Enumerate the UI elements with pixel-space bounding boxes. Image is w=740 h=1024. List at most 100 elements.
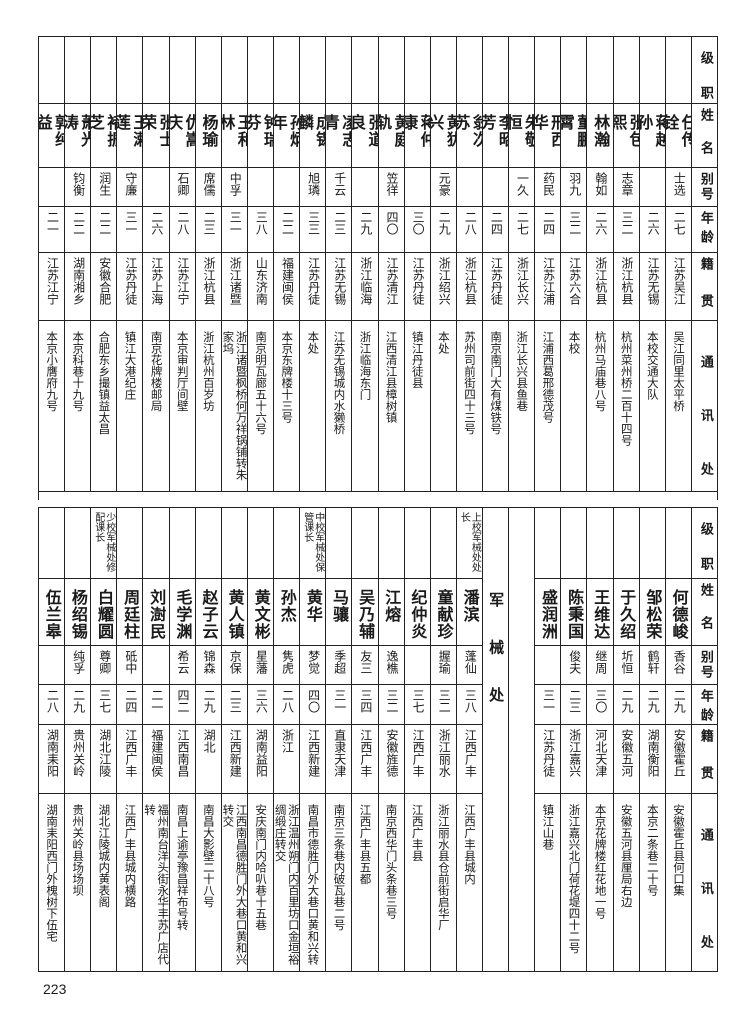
person-origin-cell: 浙江杭县 — [456, 253, 482, 320]
person-age-cell: 二一 — [143, 685, 169, 724]
person-rank-cell — [535, 37, 561, 103]
person-rank-cell — [378, 37, 404, 103]
person-age-cell: 三七 — [404, 685, 430, 724]
person-age-cell: 二三 — [326, 207, 352, 252]
person-age-cell: 二九 — [665, 685, 691, 724]
person-address-cell: 本京花牌楼红花地一号 — [587, 794, 613, 971]
person-age: 二六 — [149, 211, 164, 235]
person-origin: 江西广丰 — [358, 729, 373, 777]
person-address-cell: 浙江长兴县鱼巷 — [509, 321, 535, 491]
section-label: 军械处 — [487, 592, 506, 702]
person-address-cell: 江西广丰县城内 — [456, 794, 482, 971]
person-alias: 钧衡 — [71, 172, 86, 196]
person-age-cell: 二九 — [430, 207, 456, 252]
person-origin: 湖南耒阳 — [45, 729, 60, 777]
person-alias-cell — [247, 168, 274, 206]
person-address: 贵州关岭县场场坝 — [71, 804, 86, 896]
person-address-cell: 本校 — [561, 321, 587, 491]
person-alias-cell — [352, 168, 378, 206]
person-address: 浙江丽水县仓前街启华厂 — [436, 804, 451, 931]
person-origin-cell: 浙江长兴 — [509, 253, 535, 320]
person-rank-cell — [352, 508, 378, 578]
person-origin-cell: 江苏丹徒 — [300, 253, 326, 320]
header-address-cell: 通讯处 — [691, 321, 717, 491]
person-address-cell: 江西广丰县五都 — [352, 794, 378, 971]
person-alias-cell: 俊夫 — [561, 646, 587, 684]
person-name: 毛学渊 — [173, 589, 193, 640]
person-origin-cell: 安徽霍丘 — [665, 725, 691, 793]
person-origin: 江苏丹徒 — [123, 257, 138, 305]
person-origin: 浙江杭县 — [593, 257, 608, 305]
person-origin: 江苏上海 — [149, 257, 164, 305]
person-origin-cell: 江苏六合 — [561, 253, 587, 320]
person-age-cell: 三二 — [561, 207, 587, 252]
person-name-cell: 蒋越孙 — [639, 104, 665, 167]
person-address-cell: 苏州司前街四十三号 — [456, 321, 482, 491]
person-address-cell: 浙江丽水县仓前街启华厂 — [430, 794, 456, 971]
person-origin-cell: 安徽五河 — [613, 725, 639, 793]
person-age-cell: 二九 — [639, 685, 665, 724]
person-rank-cell — [300, 37, 326, 103]
person-address-cell: 本京二条巷二十号 — [639, 794, 665, 971]
person-age: 三六 — [254, 689, 269, 713]
person-age-cell: 二六 — [587, 207, 613, 252]
person-alias-cell: 志章 — [613, 168, 639, 206]
person-origin-cell: 湖南衡阳 — [639, 725, 665, 793]
person-age: 二一 — [149, 689, 164, 713]
person-name: 李昭芳 — [482, 114, 509, 148]
person-age: 二二 — [280, 211, 295, 235]
person-alias: 蓬仙 — [463, 650, 478, 674]
person-origin-cell: 湖南耒阳 — [39, 725, 65, 793]
header-address: 通讯处 — [697, 828, 713, 948]
person-name: 黄华 — [303, 589, 323, 623]
person-name-cell: 周廷柱 — [117, 579, 143, 645]
header-rank-cell: 级职 — [691, 37, 717, 103]
person-address: 福州南台洋头街永华丰苏广店代转 — [143, 804, 169, 965]
person-age: 二一 — [45, 211, 60, 235]
person-origin: 安徽霍丘 — [672, 729, 687, 777]
person-address: 本京花牌楼红花地一号 — [593, 804, 608, 919]
person-address-cell: 镇江大港纪庄 — [117, 321, 143, 491]
person-name-cell: 黄犹兴 — [430, 104, 456, 167]
person-rank-cell — [430, 508, 456, 578]
person-origin: 江苏清江 — [384, 257, 399, 305]
person-rank-cell — [247, 508, 274, 578]
person-address-cell: 合肥东乡撮镇益太昌 — [91, 321, 117, 491]
person-name: 成锡麟 — [300, 114, 326, 148]
person-age: 三二 — [620, 211, 634, 235]
person-name-cell: 凌志青 — [326, 104, 352, 167]
person-address: 浙江温州朔门内百里坊口金垣裕绸缎庄转交 — [274, 804, 300, 965]
person-alias-cell: 千云 — [326, 168, 352, 206]
person-origin: 安徽旌德 — [384, 729, 399, 777]
person-rank-cell — [65, 508, 91, 578]
person-origin: 浙江 — [280, 729, 295, 753]
person-name: 仇嵩庆 — [169, 114, 195, 148]
person-name: 盛润洲 — [538, 589, 558, 640]
person-alias-cell: 士选 — [665, 168, 691, 206]
person-address: 安徽霍丘县何口集 — [671, 804, 686, 896]
person-address-cell: 南昌市德胜门外大巷口黄和兴转 — [300, 794, 326, 971]
person-alias-cell: 元豪 — [430, 168, 456, 206]
person-alias-cell: 砥中 — [117, 646, 143, 684]
person-alias-cell: 季超 — [326, 646, 352, 684]
person-origin-cell: 浙江 — [274, 725, 300, 793]
person-name-cell: 董鹏霄 — [561, 104, 587, 167]
person-origin-cell: 江西南昌 — [169, 725, 195, 793]
person-address: 本校交通大队 — [645, 331, 660, 400]
person-rank-cell — [274, 37, 300, 103]
person-origin: 江苏江宁 — [176, 257, 191, 305]
person-rank-cell — [665, 37, 691, 103]
person-alias-cell: 蓬仙 — [456, 646, 482, 684]
person-name-cell: 褚振芝 — [91, 104, 117, 167]
person-age: 二四 — [489, 211, 504, 235]
person-name-cell: 纪仲炎 — [404, 579, 430, 645]
person-address-cell: 安庆南门内哈叭巷十五巷 — [247, 794, 274, 971]
person-age-cell: 四〇 — [300, 685, 326, 724]
person-rank-cell — [326, 37, 352, 103]
person-address-cell: 本京小膺府九号 — [39, 321, 65, 491]
person-rank-cell — [535, 508, 561, 578]
person-alias-cell: 润生 — [91, 168, 117, 206]
person-age: 四二 — [176, 689, 191, 713]
person-address-cell: 江西清江县樟树镇 — [378, 321, 404, 491]
person-name: 黄犹兴 — [430, 114, 456, 148]
